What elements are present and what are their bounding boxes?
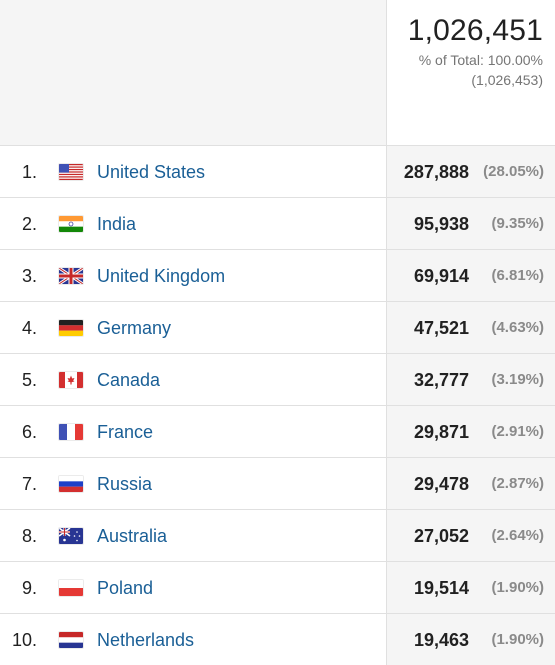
row-dimension-cell: 2. India: [0, 198, 386, 249]
row-rank: 1.: [21, 162, 37, 182]
row-value: 95,938: [413, 214, 469, 234]
total-raw-value: (1,026,453): [471, 72, 543, 88]
row-rank: 8.: [21, 526, 37, 546]
country-link[interactable]: India: [97, 214, 137, 234]
country-link[interactable]: Poland: [97, 578, 154, 598]
row-percent: (9.35%): [491, 215, 544, 232]
row-percent: (28.05%): [483, 163, 544, 180]
table-row: 10. Netherlands 19,463 (1.90%): [0, 614, 555, 665]
row-metric-cell: 287,888 (28.05%): [386, 146, 555, 197]
flag-ca-icon: [59, 372, 83, 388]
row-rank: 4.: [21, 318, 37, 338]
row-metric-cell: 32,777 (3.19%): [386, 354, 555, 405]
country-link[interactable]: United Kingdom: [97, 266, 226, 286]
row-dimension-cell: 1. United States: [0, 146, 386, 197]
row-dimension-cell: 8. Australia: [0, 510, 386, 561]
table-row: 4. Germany 47,521 (4.63%): [0, 302, 555, 354]
row-rank: 3.: [21, 266, 37, 286]
row-metric-cell: 19,514 (1.90%): [386, 562, 555, 613]
row-value: 69,914: [413, 266, 469, 286]
table-row: 7. Russia 29,478 (2.87%): [0, 458, 555, 510]
row-rank: 2.: [21, 214, 37, 234]
row-metric-cell: 29,871 (2.91%): [386, 406, 555, 457]
row-rank: 5.: [21, 370, 37, 390]
row-value: 19,463: [413, 630, 469, 650]
country-link[interactable]: Netherlands: [97, 630, 195, 650]
header-dimension-cell: [0, 0, 386, 145]
row-dimension-cell: 3. United Kingdom: [0, 250, 386, 301]
header-metric-cell: 1,026,451 % of Total: 100.00% (1,026,453…: [386, 0, 555, 145]
row-value: 47,521: [413, 318, 469, 338]
table-row: 5. Canada 32,777 (3.19%): [0, 354, 555, 406]
row-metric-cell: 47,521 (4.63%): [386, 302, 555, 353]
country-link[interactable]: Germany: [97, 318, 172, 338]
row-value: 19,514: [413, 578, 469, 598]
country-link[interactable]: Russia: [97, 474, 153, 494]
row-rank: 10.: [11, 630, 37, 650]
table-body: 1. United States 287,888 (28.05%): [0, 146, 555, 665]
row-dimension-cell: 5. Canada: [0, 354, 386, 405]
row-percent: (1.90%): [491, 631, 544, 648]
row-metric-cell: 19,463 (1.90%): [386, 614, 555, 665]
table-row: 3. United Kingdom 69,914 (6.81%): [0, 250, 555, 302]
country-link[interactable]: United States: [97, 162, 206, 182]
row-metric-cell: 95,938 (9.35%): [386, 198, 555, 249]
row-percent: (4.63%): [491, 319, 544, 336]
row-metric-cell: 29,478 (2.87%): [386, 458, 555, 509]
row-percent: (2.87%): [491, 475, 544, 492]
row-value: 29,871: [413, 422, 469, 442]
flag-ru-icon: [59, 476, 83, 492]
row-value: 287,888: [403, 162, 469, 182]
table-row: 6. France 29,871 (2.91%): [0, 406, 555, 458]
row-rank: 6.: [21, 422, 37, 442]
table-row: 2. India 95,938 (9.35%): [0, 198, 555, 250]
row-dimension-cell: 10. Netherlands: [0, 614, 386, 665]
flag-us-icon: [59, 164, 83, 180]
flag-nl-icon: [59, 632, 83, 648]
row-value: 27,052: [413, 526, 469, 546]
row-rank: 9.: [21, 578, 37, 598]
flag-gb-icon: [59, 268, 83, 284]
row-dimension-cell: 9. Poland: [0, 562, 386, 613]
table-row: 8. Australia 2: [0, 510, 555, 562]
table-row: 1. United States 287,888 (28.05%): [0, 146, 555, 198]
row-value: 32,777: [413, 370, 469, 390]
flag-de-icon: [59, 320, 83, 336]
percent-of-total-label: % of Total: 100.00%: [418, 52, 543, 68]
country-link[interactable]: Canada: [97, 370, 161, 390]
flag-au-icon: [59, 528, 83, 544]
total-sessions-value: 1,026,451: [407, 14, 543, 47]
table-header: 1,026,451 % of Total: 100.00% (1,026,453…: [0, 0, 555, 146]
row-percent: (3.19%): [491, 371, 544, 388]
flag-fr-icon: [59, 424, 83, 440]
row-percent: (6.81%): [491, 267, 544, 284]
country-link[interactable]: France: [97, 422, 154, 442]
row-metric-cell: 27,052 (2.64%): [386, 510, 555, 561]
row-value: 29,478: [413, 474, 469, 494]
flag-pl-icon: [59, 580, 83, 596]
row-metric-cell: 69,914 (6.81%): [386, 250, 555, 301]
row-rank: 7.: [21, 474, 37, 494]
row-percent: (2.91%): [491, 423, 544, 440]
row-percent: (1.90%): [491, 579, 544, 596]
table-row: 9. Poland 19,514 (1.90%): [0, 562, 555, 614]
flag-in-icon: [59, 216, 83, 232]
row-percent: (2.64%): [491, 527, 544, 544]
row-dimension-cell: 7. Russia: [0, 458, 386, 509]
country-link[interactable]: Australia: [97, 526, 168, 546]
row-dimension-cell: 6. France: [0, 406, 386, 457]
row-dimension-cell: 4. Germany: [0, 302, 386, 353]
